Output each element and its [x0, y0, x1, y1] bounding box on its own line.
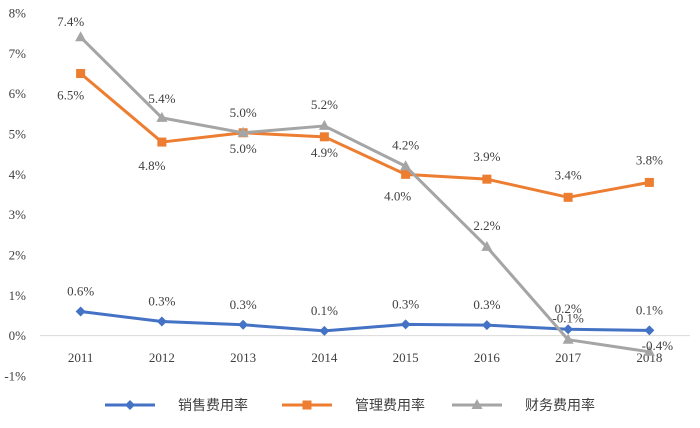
data-labels: 0.6% 0.3% 0.3% 0.1% 0.3% 0.3% 0.2% 0.1% 6.5% 4.8%… [57, 14, 673, 353]
series-2-point [156, 111, 168, 122]
y-tick-label: 6% [9, 86, 27, 101]
x-tick-label: 2012 [149, 350, 175, 365]
data-label: 0.3% [148, 294, 175, 309]
series-line-0 [80, 309, 650, 333]
legend-label: 财务费用率 [525, 397, 595, 414]
data-label: 5.2% [311, 97, 338, 112]
y-tick-label: 5% [9, 127, 27, 142]
data-label: 0.3% [392, 296, 419, 311]
data-label: 4.0% [384, 188, 411, 203]
data-label: 4.2% [392, 137, 419, 152]
series-2-point [400, 160, 412, 171]
y-tick-label: 7% [9, 46, 27, 61]
y-tick-label: -1% [4, 369, 26, 384]
series-1-point [157, 137, 167, 147]
series-2-point [318, 119, 330, 130]
series-1-point [76, 69, 86, 78]
x-tick-label: 2016 [474, 350, 501, 365]
data-label: 3.4% [555, 167, 582, 182]
x-axis-ticks: 2011 2012 2013 2014 2015 2016 2017 2018 [68, 350, 663, 365]
series-1-point [563, 192, 573, 202]
data-label: 0.1% [311, 303, 338, 318]
x-tick-label: 2017 [555, 350, 582, 365]
series-1-point [302, 400, 312, 410]
data-label: 2.2% [473, 218, 500, 233]
y-axis-ticks: -1% 0% 1% 2% 3% 4% 5% 6% 7% 8% [4, 6, 26, 384]
series-2-point [643, 345, 655, 356]
x-tick-label: 2018 [636, 350, 662, 365]
series-2-point [481, 240, 493, 251]
legend-label: 销售费用率 [178, 397, 248, 414]
series-lines [75, 31, 655, 356]
data-label: 6.5% [57, 88, 84, 103]
series-2-point [471, 399, 483, 409]
y-tick-label: 3% [9, 207, 27, 222]
y-tick-label: 0% [9, 328, 27, 343]
series-1-point [644, 177, 654, 187]
data-label: -0.1% [552, 311, 584, 326]
series-0-point [563, 324, 574, 335]
series-0-point [319, 325, 330, 336]
y-tick-label: 2% [9, 248, 27, 263]
series-1-point [482, 174, 492, 184]
data-label: 0.3% [230, 297, 257, 312]
x-tick-label: 2013 [230, 350, 256, 365]
series-0-point [156, 316, 167, 327]
data-label: 3.8% [636, 152, 663, 167]
x-tick-label: 2011 [68, 350, 94, 365]
series-line-2 [79, 36, 650, 354]
series-line-1 [79, 72, 650, 199]
data-label: 4.8% [138, 158, 165, 173]
data-label: 5.0% [230, 141, 257, 156]
series-0-point [125, 400, 135, 410]
y-tick-label: 1% [9, 288, 27, 303]
series-1-point [401, 169, 411, 179]
legend-label: 管理费用率 [355, 397, 425, 414]
series-1-point [319, 132, 329, 142]
data-label: 0.3% [473, 297, 500, 312]
data-label: -0.4% [642, 338, 674, 353]
legend: 销售费用率 管理费用率 财务费用率 [105, 397, 595, 414]
data-label: 7.4% [57, 14, 84, 29]
series-0-point [75, 306, 86, 317]
y-tick-label: 8% [9, 6, 27, 21]
series-0-point [481, 320, 492, 331]
data-label: 3.9% [473, 149, 500, 164]
series-2-point [75, 31, 87, 42]
x-tick-label: 2014 [311, 350, 338, 365]
data-label: 5.4% [148, 91, 175, 106]
data-label: 5.0% [230, 105, 257, 120]
series-2-point [237, 126, 249, 137]
series-0-point [238, 319, 249, 330]
series-2-point [562, 333, 574, 344]
series-0-point [400, 319, 411, 330]
data-label: 0.6% [67, 283, 94, 298]
data-label: 4.9% [311, 145, 338, 160]
x-tick-label: 2015 [393, 350, 419, 365]
data-label: 0.2% [555, 301, 582, 316]
series-0-point [644, 325, 655, 336]
data-label: 0.1% [636, 302, 663, 317]
y-tick-label: 4% [9, 167, 27, 182]
